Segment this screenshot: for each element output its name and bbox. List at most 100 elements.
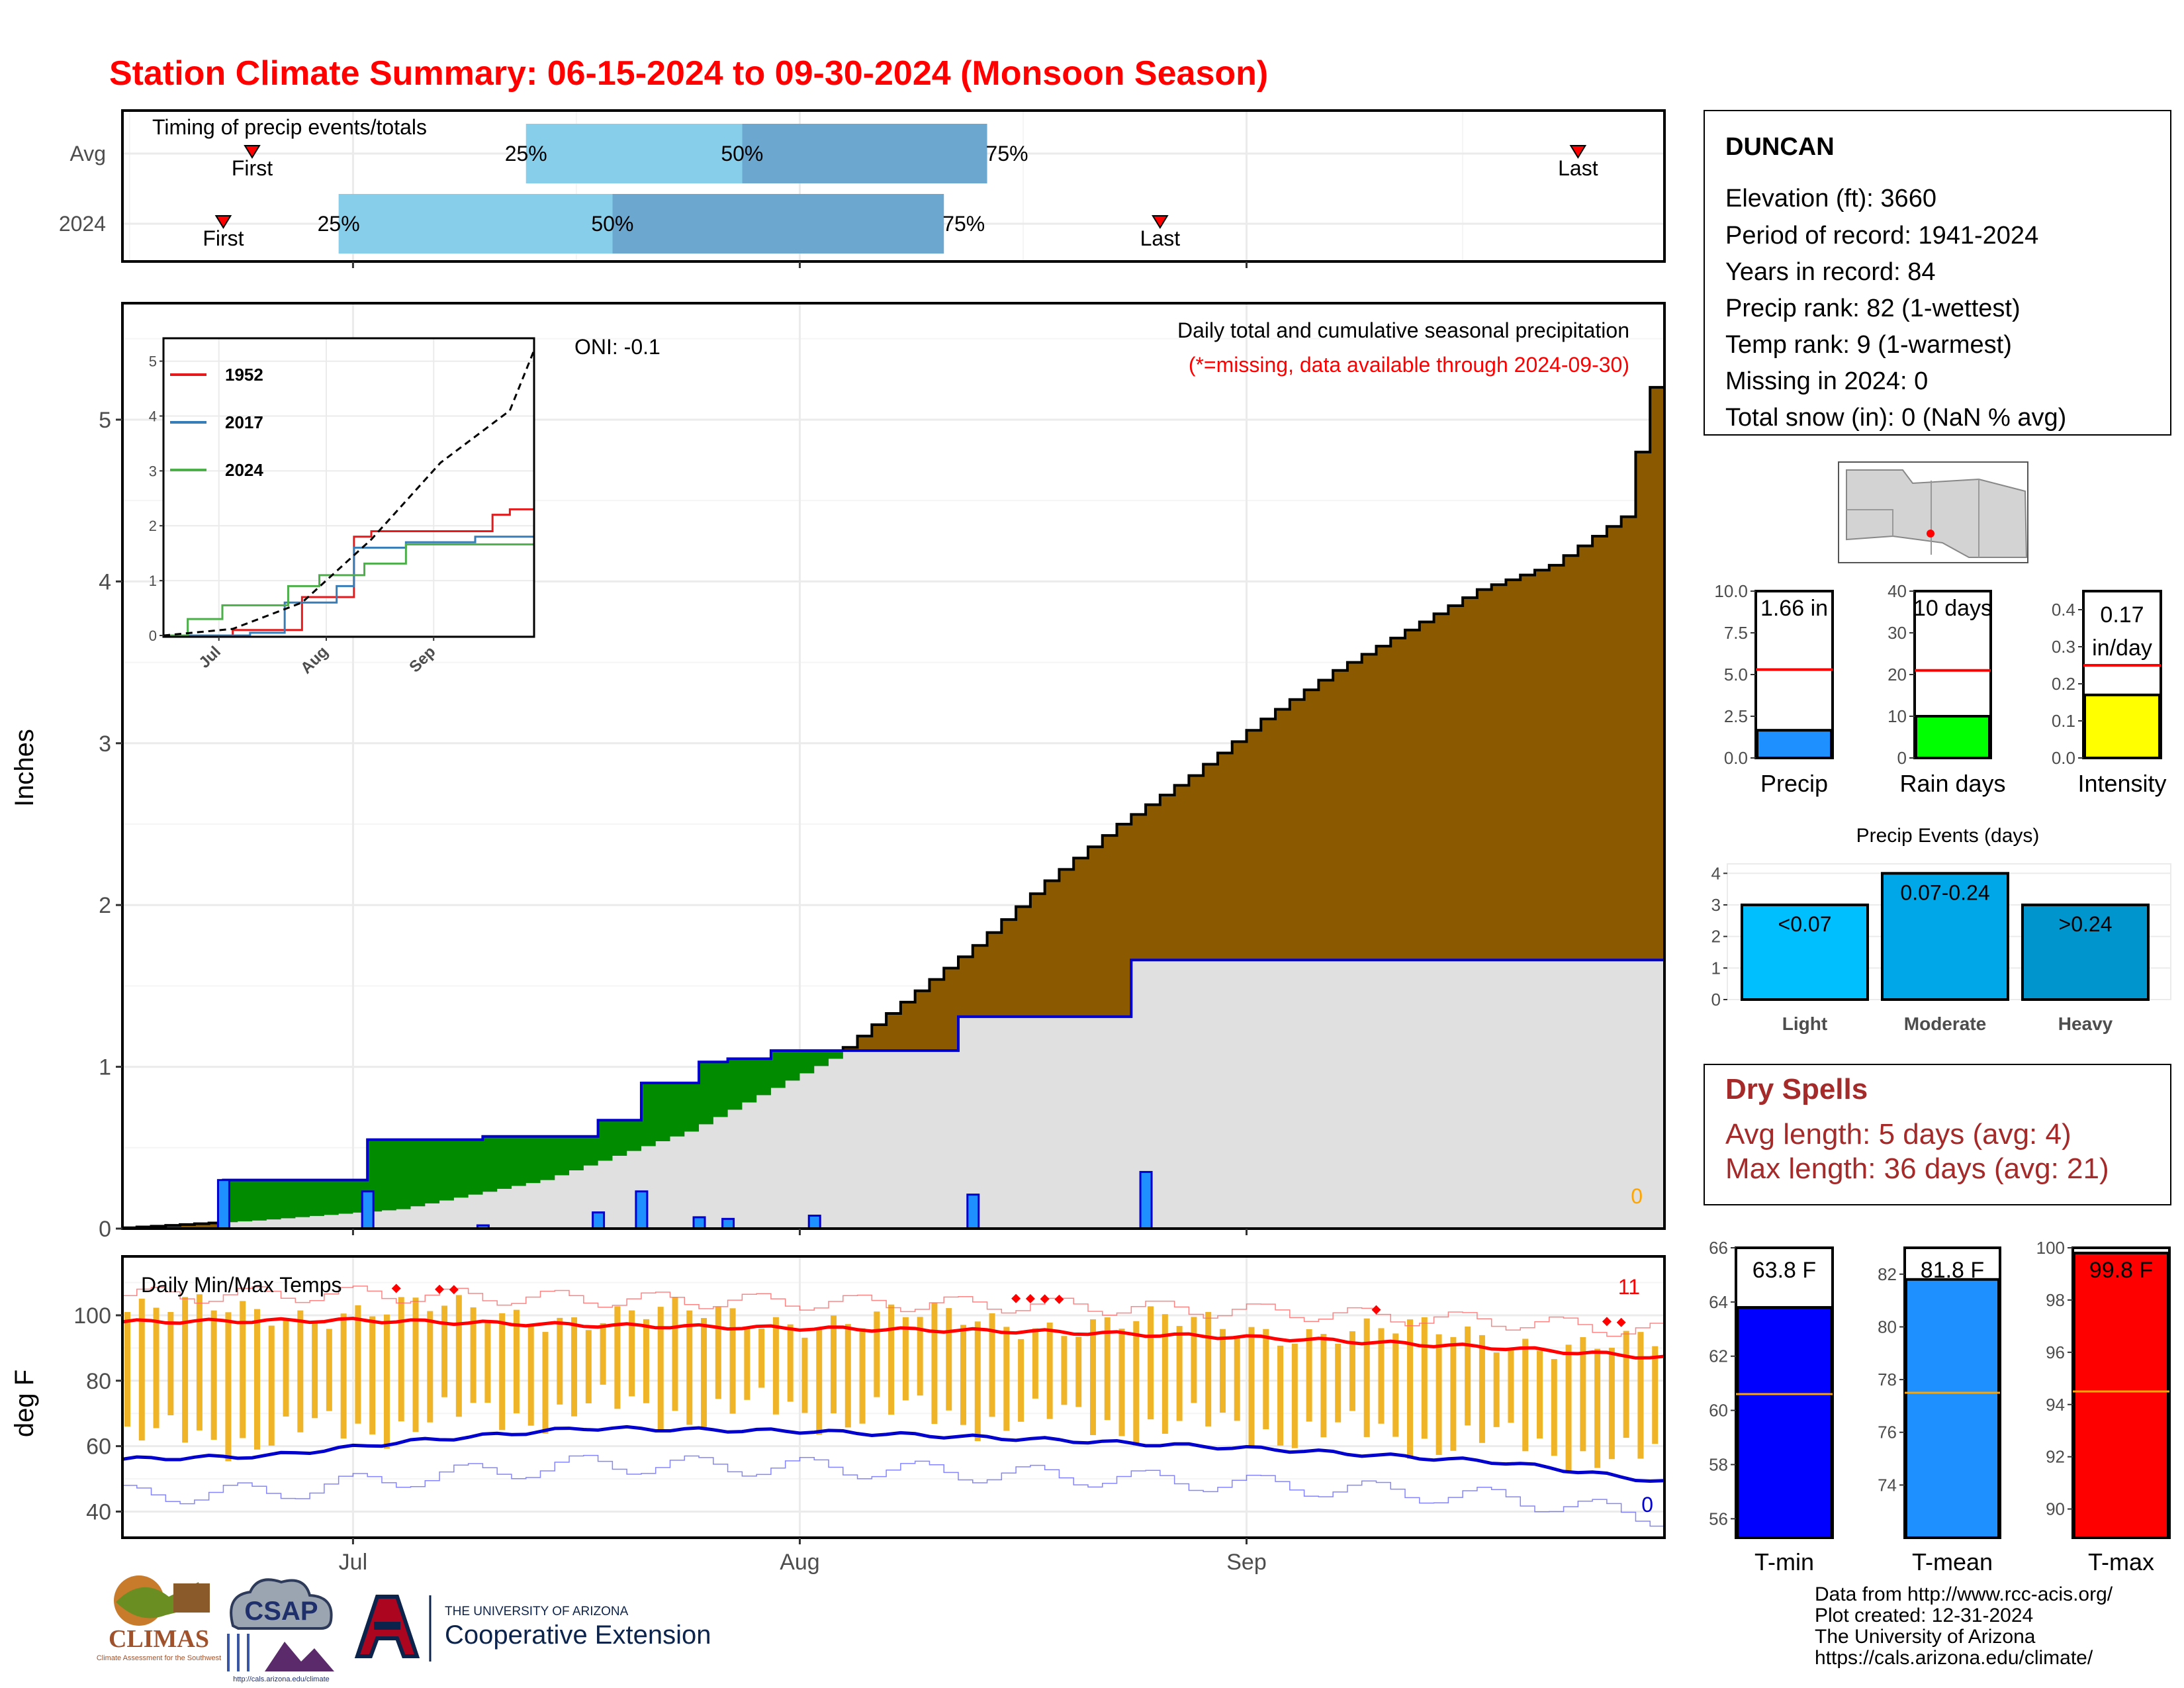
rain-days-bar <box>1915 715 1991 759</box>
timing-last-label: Last <box>1140 226 1181 250</box>
events-bar <box>1881 872 2009 1002</box>
csap-logo-text: CSAP <box>244 1597 318 1626</box>
precip-y-label: Inches <box>10 729 39 807</box>
intensity-bar <box>2083 693 2161 760</box>
daily-temp-bar <box>1075 1336 1082 1407</box>
daily-temp-bar <box>1089 1319 1096 1435</box>
timing-band-50-75 <box>742 124 987 183</box>
daily-temp-bar <box>513 1309 520 1413</box>
precip-events-panel: Precip Events (days) 0 1 2 3 4 <0.07 Light 0.07-… <box>1711 825 2171 1034</box>
dry-spells-frame <box>1704 1064 2171 1205</box>
daily-temp-bar <box>1234 1337 1240 1421</box>
daily-temp-bar <box>1320 1334 1327 1438</box>
season-total-bars: 0.0 2.5 5.0 7.5 10.0 1.66 in Precip 0 10 20 30 40 10… <box>1714 581 2166 797</box>
daily-temp-bar <box>1018 1338 1024 1422</box>
tmax-tick-label: 90 <box>2046 1499 2065 1519</box>
tmean-bar <box>1905 1278 2000 1540</box>
daily-temp-bar <box>585 1330 592 1403</box>
tmax-tick-label: 96 <box>2046 1342 2065 1362</box>
daily-temp-bar <box>527 1326 534 1426</box>
inset-gridlines <box>163 338 534 637</box>
rain-days-tick-label: 20 <box>1888 665 1907 684</box>
daily-temp-bar <box>729 1308 736 1414</box>
daily-temp-bar <box>312 1321 318 1419</box>
daily-temp-bar <box>412 1297 419 1432</box>
daily-temp-bar <box>1652 1346 1659 1444</box>
precip-y-tick-label: 4 <box>99 569 111 594</box>
station-precip-rank: Precip rank: 82 (1-wettest) <box>1725 295 2021 322</box>
daily-temp-bar <box>210 1310 217 1440</box>
page-title: Station Climate Summary: 06-15-2024 to 0… <box>109 54 1268 93</box>
timing-last-label: Last <box>1558 156 1598 180</box>
daily-temp-bar <box>1363 1318 1370 1437</box>
daily-temp-bar <box>672 1297 678 1411</box>
university-logo: THE UNIVERSITY OF ARIZONA Cooperative Ex… <box>354 1595 711 1662</box>
daily-temp-bar <box>888 1304 895 1415</box>
daily-precip-bar <box>361 1190 375 1230</box>
precip-total-tick-label: 2.5 <box>1724 706 1748 726</box>
daily-temp-bar <box>686 1310 693 1425</box>
daily-precip-bar <box>692 1216 706 1230</box>
daily-temp-bar <box>801 1337 808 1413</box>
climas-logo: CLIMAS Climate Assessment for the Southw… <box>97 1575 221 1662</box>
precip-y-tick-label: 3 <box>99 731 111 757</box>
month-x-label: Jul <box>339 1550 367 1575</box>
daily-precip-bar <box>966 1194 980 1230</box>
daily-temp-bar <box>484 1321 491 1403</box>
temp-title: Daily Min/Max Temps <box>141 1273 341 1297</box>
min-record-count: 0 <box>1641 1493 1653 1517</box>
daily-temp-bar <box>1465 1326 1471 1426</box>
daily-temp-bar <box>831 1315 837 1414</box>
precip-y-tick-label: 1 <box>99 1055 111 1080</box>
tmin-bar <box>1736 1306 1833 1539</box>
daily-temp-bar <box>557 1317 563 1405</box>
daily-temp-bar <box>340 1313 347 1439</box>
precip-total-label: Precip <box>1760 770 1828 797</box>
daily-temp-bar <box>1637 1332 1644 1459</box>
daily-temp-bar <box>1594 1348 1601 1468</box>
station-years: Years in record: 84 <box>1725 258 1936 286</box>
climas-logo-text: CLIMAS <box>109 1625 209 1653</box>
daily-temp-bar <box>253 1309 260 1450</box>
daily-temp-bar <box>441 1305 448 1397</box>
daily-temp-bar <box>225 1312 232 1462</box>
record-high-marker-icon <box>391 1284 401 1293</box>
daily-temp-bar <box>240 1301 246 1438</box>
precip-panel-frame <box>121 302 1666 1230</box>
daily-temp-bar <box>124 1312 130 1427</box>
events-bar-label: Light <box>1782 1013 1827 1034</box>
station-missing: Missing in 2024: 0 <box>1725 367 1928 395</box>
daily-temp-bar <box>1335 1343 1342 1423</box>
precip-total-bar <box>1756 729 1833 759</box>
tmax-value-label: 99.8 F <box>2089 1258 2153 1283</box>
daily-temp-bar <box>355 1305 361 1424</box>
daily-temp-bar <box>1061 1336 1068 1405</box>
precip-panel: 0 1 2 3 4 5 Inches ONI: -0.1 Daily total and … <box>10 302 1666 1242</box>
tmean-tick-label: 76 <box>1878 1423 1897 1442</box>
daily-temp-bar <box>859 1328 866 1424</box>
timing-row-avg-label: Avg <box>69 142 106 165</box>
record-high-marker-icon <box>1011 1293 1021 1303</box>
tmax-tick-label: 92 <box>2046 1447 2065 1467</box>
events-title: Precip Events (days) <box>1856 825 2040 847</box>
daily-temp-bar <box>1421 1317 1428 1439</box>
record-high-marker-icon <box>449 1285 459 1295</box>
daily-temp-bar <box>455 1295 462 1417</box>
inset-y-tick-label: 3 <box>149 463 157 479</box>
timing-label-50: 50% <box>721 142 763 165</box>
events-tick-label: 2 <box>1711 927 1721 947</box>
station-name: DUNCAN <box>1725 133 1835 161</box>
inset-y-ticks: 0 1 2 3 4 5 <box>149 353 163 644</box>
daily-temp-bar <box>1032 1328 1038 1399</box>
record-high-marker-icon <box>1616 1317 1626 1327</box>
daily-temp-bar <box>1205 1311 1212 1427</box>
precip-total-tick-label: 0.0 <box>1724 748 1748 768</box>
daily-temp-bar <box>1537 1350 1543 1439</box>
rain-days-tick-label: 0 <box>1897 748 1907 768</box>
daily-temp-bar <box>614 1306 621 1409</box>
timing-last-marker-icon <box>1152 215 1169 229</box>
timing-label-75: 75% <box>986 142 1028 165</box>
timing-label-75: 75% <box>942 212 985 236</box>
inset-y-tick-label: 5 <box>149 353 157 370</box>
